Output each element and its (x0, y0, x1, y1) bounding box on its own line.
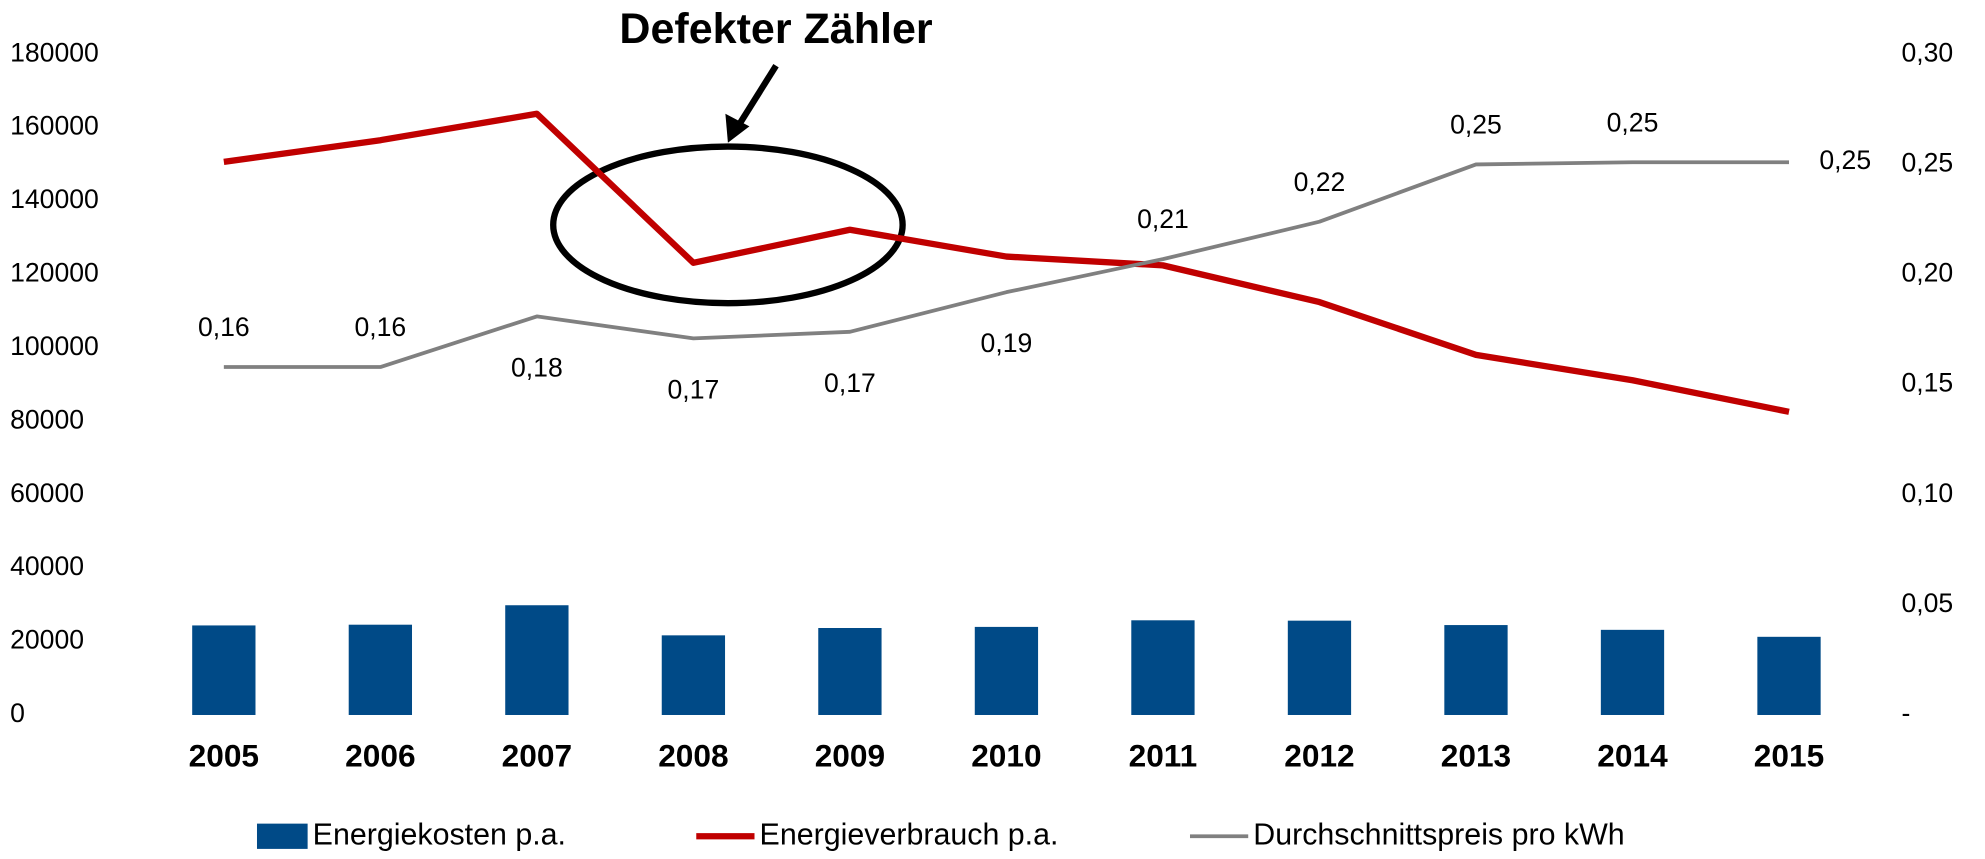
bar (1131, 620, 1195, 715)
x-tick-label: 2010 (971, 737, 1041, 773)
legend-swatch (256, 823, 308, 849)
bar (974, 626, 1039, 715)
data-label: 0,21 (1137, 204, 1189, 234)
x-tick-label: 2009 (815, 737, 885, 773)
x-tick-label: 2006 (345, 737, 415, 773)
y2-tick-label: 0,25 (1901, 147, 1953, 177)
data-label: 0,19 (981, 328, 1033, 358)
y-tick-label: 60000 (10, 478, 84, 508)
y-tick-label: 100000 (10, 331, 99, 361)
data-label: 0,18 (511, 352, 563, 382)
data-label: 0,16 (354, 312, 406, 342)
annotation: Defekter Zähler (619, 5, 933, 53)
bar (1287, 620, 1352, 715)
x-tick-label: 2008 (658, 737, 728, 773)
y2-tick-label: 0,10 (1901, 478, 1953, 508)
x-tick-label: 2015 (1754, 737, 1824, 773)
data-label: 0,25 (1819, 145, 1871, 175)
legend-label: Energiekosten p.a. (313, 818, 566, 851)
x-tick-label: 2014 (1597, 737, 1668, 773)
y-tick-label: 120000 (10, 258, 99, 288)
y-tick-label: 180000 (10, 37, 99, 67)
legend-label: Durchschnittspreis pro kWh (1253, 818, 1624, 851)
y2-tick-label: 0,05 (1901, 588, 1953, 618)
x-tick-label: 2013 (1441, 737, 1511, 773)
annotation-arrowhead (725, 113, 750, 143)
bar (1600, 629, 1665, 715)
y-tick-label: 0 (10, 698, 25, 728)
bar (818, 628, 882, 715)
data-label: 0,25 (1607, 107, 1659, 137)
y2-tick-label: 0,15 (1901, 368, 1953, 398)
x-tick-label: 2007 (502, 737, 572, 773)
x-tick-label: 2005 (189, 737, 259, 773)
annotation-arrow (735, 64, 779, 128)
x-tick-label: 2011 (1129, 737, 1198, 773)
y2-tick-label: 0,30 (1901, 37, 1953, 67)
y2-tick-label: 0,20 (1901, 258, 1953, 288)
bar (661, 635, 726, 715)
annotation-ellipse (550, 143, 906, 307)
y-tick-label: 80000 (10, 404, 84, 434)
bar (348, 624, 413, 715)
data-label: 0,16 (198, 312, 250, 342)
y-tick-label: 40000 (10, 551, 84, 581)
y-tick-label: 140000 (10, 184, 99, 214)
y-tick-label: 160000 (10, 111, 99, 141)
y2-tick-label: - (1901, 698, 1910, 728)
data-label: 0,22 (1294, 167, 1346, 197)
legend-label: Energieverbrauch p.a. (760, 818, 1059, 851)
bar (1444, 625, 1508, 715)
data-label: 0,25 (1450, 110, 1502, 140)
bar (192, 625, 256, 715)
line (223, 160, 1790, 369)
data-label: 0,17 (824, 368, 876, 398)
y-tick-label: 20000 (10, 625, 84, 655)
x-tick-label: 2012 (1284, 737, 1354, 773)
bar (1757, 636, 1821, 715)
line (223, 110, 1790, 415)
bar (505, 605, 569, 715)
data-label: 0,17 (668, 374, 720, 404)
